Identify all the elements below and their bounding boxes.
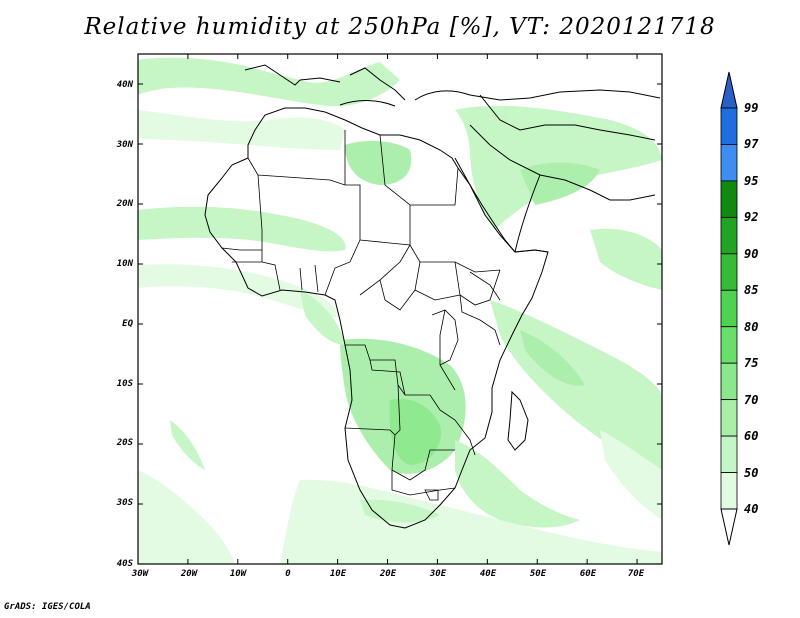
lat-label: 20S: [116, 438, 134, 448]
colorbar-segment: [720, 180, 738, 218]
credit-text: GrADS: IGES/COLA: [4, 602, 91, 612]
colorbar-label: 40: [744, 502, 758, 516]
lat-label: 20N: [116, 199, 134, 209]
map-frame: [137, 53, 663, 565]
lon-label: 40E: [480, 569, 497, 579]
colorbar-segment: [720, 216, 738, 255]
colorbar-label: 75: [744, 356, 758, 370]
colorbar-top-arrow: [720, 71, 738, 109]
colorbar-label: 99: [744, 101, 758, 115]
colorbar-segment: [720, 399, 738, 437]
colorbar-segment: [720, 107, 738, 145]
lon-label: 50E: [530, 569, 547, 579]
colorbar-label: 90: [744, 247, 758, 261]
lon-label: 70E: [628, 569, 645, 579]
lon-label: 10E: [330, 569, 347, 579]
lat-label: 40S: [117, 559, 134, 569]
lon-label: 30E: [429, 569, 447, 579]
humidity-shading: [138, 57, 662, 564]
colorbar-label: 95: [744, 174, 758, 188]
lat-label: 30S: [116, 498, 134, 508]
lat-label: 40N: [117, 80, 134, 90]
colorbar-segment: [720, 144, 738, 182]
colorbar: 99 97 95 92 90 85 80 75 70 60 50 40: [720, 71, 759, 546]
colorbar-label: 50: [744, 466, 758, 480]
colorbar-segment: [720, 253, 738, 291]
lon-label: 10W: [230, 569, 248, 579]
colorbar-bottom-arrow: [720, 508, 738, 546]
lon-label: 60E: [580, 569, 597, 579]
colorbar-segment: [720, 472, 738, 510]
lat-label: EQ: [122, 319, 133, 329]
lon-label: 20W: [180, 569, 199, 579]
colorbar-segment: [720, 435, 738, 473]
colorbar-label: 80: [744, 320, 758, 334]
lat-label: 30N: [116, 140, 134, 150]
map-area: 40N 30N 20N 10N EQ 10S 20S 30S 40S 30W 2…: [116, 53, 663, 579]
colorbar-segments: [720, 107, 738, 510]
colorbar-labels: 99 97 95 92 90 85 80 75 70 60 50 40: [744, 101, 759, 516]
lat-labels: 40N 30N 20N 10N EQ 10S 20S 30S 40S: [116, 80, 134, 569]
lat-label: 10S: [117, 379, 134, 389]
lon-label: 20E: [379, 569, 397, 579]
colorbar-label: 60: [744, 429, 758, 443]
page-title: Relative humidity at 250hPa [%], VT: 202…: [84, 14, 716, 40]
colorbar-segment: [720, 326, 738, 364]
colorbar-segment: [720, 289, 738, 328]
colorbar-label: 92: [744, 210, 758, 224]
colorbar-label: 85: [744, 283, 758, 297]
country-borders: [221, 130, 501, 501]
lon-label: 0: [285, 569, 291, 579]
lon-labels: 30W 20W 10W 0 10E 20E 30E 40E 50E 60E 70…: [131, 569, 645, 579]
colorbar-label: 70: [744, 393, 758, 407]
colorbar-segment: [720, 362, 738, 401]
colorbar-label: 97: [744, 137, 759, 151]
coastlines: [204, 64, 661, 529]
axis-ticks: [137, 54, 662, 565]
lat-label: 10N: [117, 259, 134, 269]
lon-label: 30W: [131, 569, 150, 579]
